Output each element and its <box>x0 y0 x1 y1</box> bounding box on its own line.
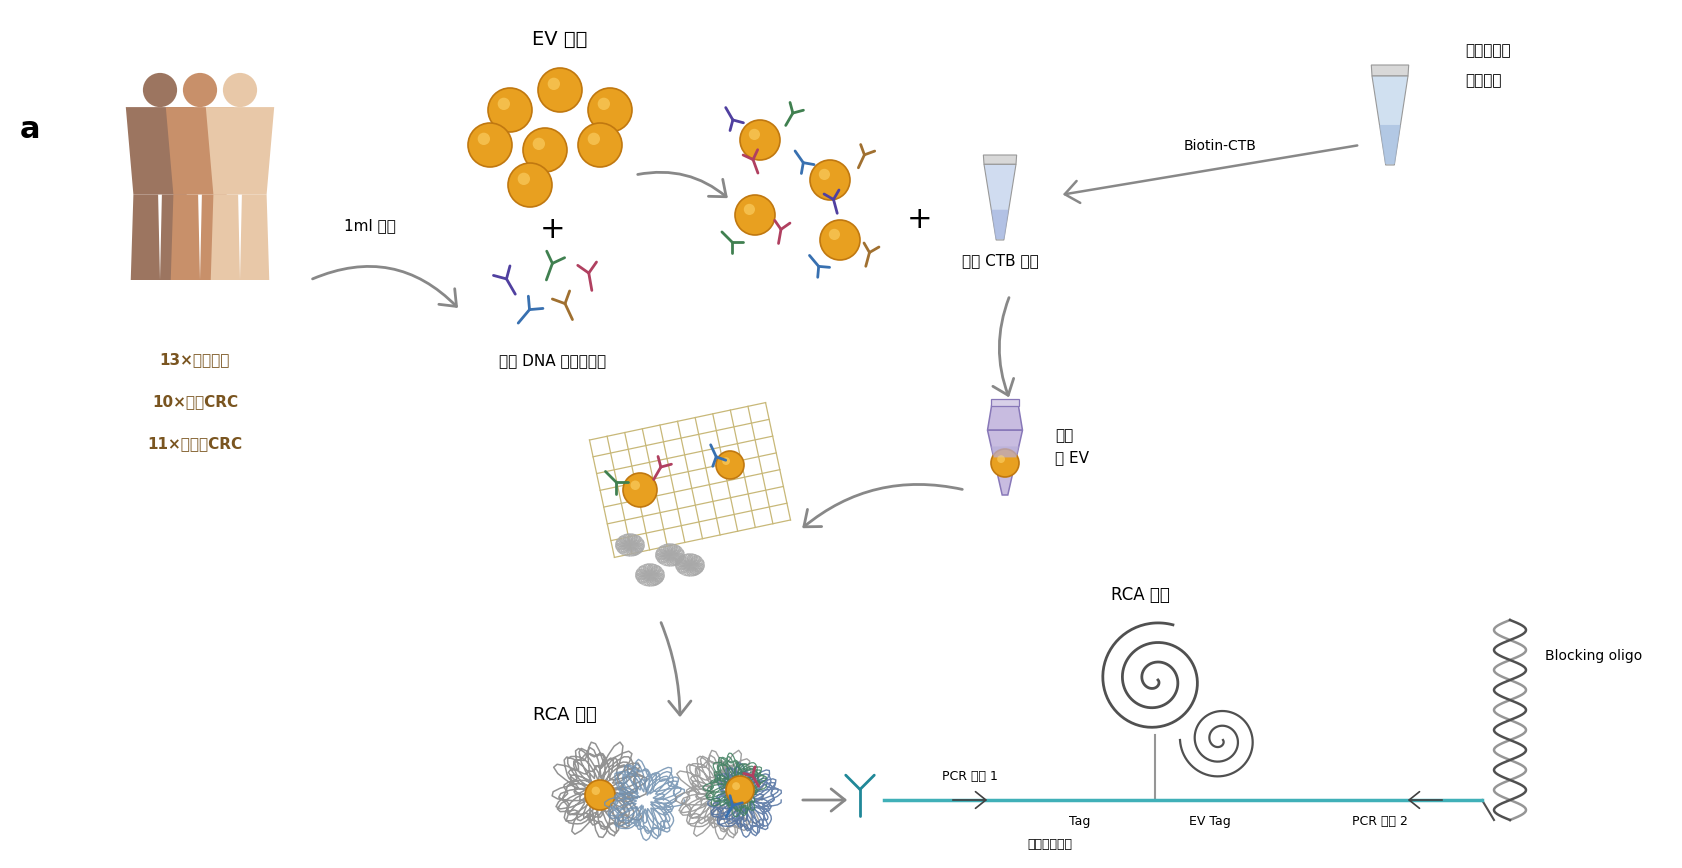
Polygon shape <box>205 107 274 194</box>
Text: RCA 产物: RCA 产物 <box>1110 586 1169 604</box>
Text: +: + <box>540 215 565 245</box>
Circle shape <box>743 204 755 215</box>
Circle shape <box>224 73 257 107</box>
Circle shape <box>811 160 849 200</box>
Text: 13×健康对照: 13×健康对照 <box>160 352 230 367</box>
Polygon shape <box>984 164 1016 240</box>
Circle shape <box>587 133 600 145</box>
Circle shape <box>143 73 177 107</box>
Polygon shape <box>1371 65 1410 76</box>
Polygon shape <box>987 431 1023 495</box>
Text: 10×原发CRC: 10×原发CRC <box>151 394 239 410</box>
Text: 1ml 血清: 1ml 血清 <box>345 218 395 233</box>
Polygon shape <box>167 107 234 194</box>
Circle shape <box>548 77 560 90</box>
Bar <box>991 399 1019 406</box>
Polygon shape <box>241 194 269 280</box>
Text: 捕获: 捕获 <box>1055 428 1073 443</box>
Circle shape <box>819 168 829 180</box>
Text: 带有 DNA 标签的抗体: 带有 DNA 标签的抗体 <box>500 353 607 368</box>
Polygon shape <box>987 405 1023 431</box>
Polygon shape <box>1373 76 1408 165</box>
Polygon shape <box>131 194 160 280</box>
Circle shape <box>821 220 860 260</box>
Text: 的 EV: 的 EV <box>1055 450 1088 465</box>
Circle shape <box>523 128 567 172</box>
Circle shape <box>740 120 780 160</box>
Text: Blocking oligo: Blocking oligo <box>1546 649 1642 663</box>
Polygon shape <box>1379 125 1401 164</box>
Polygon shape <box>200 194 229 280</box>
Circle shape <box>735 195 775 235</box>
Circle shape <box>478 133 489 145</box>
Circle shape <box>748 128 760 140</box>
Circle shape <box>631 481 639 490</box>
Text: Tag: Tag <box>1070 815 1090 828</box>
Circle shape <box>518 173 530 185</box>
Circle shape <box>722 457 730 465</box>
Text: PCR 引物 1: PCR 引物 1 <box>942 770 997 783</box>
Circle shape <box>732 782 740 790</box>
Circle shape <box>488 88 532 132</box>
Polygon shape <box>172 194 200 280</box>
Circle shape <box>991 449 1019 477</box>
Polygon shape <box>126 107 193 194</box>
Circle shape <box>538 68 582 112</box>
Circle shape <box>533 138 545 150</box>
Circle shape <box>597 98 611 110</box>
Text: 和素的孔: 和素的孔 <box>1465 73 1502 88</box>
Polygon shape <box>210 194 241 280</box>
Polygon shape <box>991 210 1009 239</box>
Polygon shape <box>984 155 1016 164</box>
Text: a: a <box>20 115 40 144</box>
Text: RCA 产物: RCA 产物 <box>533 706 597 724</box>
Circle shape <box>508 163 552 207</box>
Circle shape <box>829 229 839 240</box>
Circle shape <box>717 451 743 479</box>
Circle shape <box>468 123 511 167</box>
Polygon shape <box>991 446 1019 457</box>
Text: +: + <box>907 206 934 234</box>
Polygon shape <box>160 194 190 280</box>
Circle shape <box>589 88 632 132</box>
Text: EV 样品: EV 样品 <box>532 30 587 49</box>
Circle shape <box>498 98 510 110</box>
Text: PCR 引物 2: PCR 引物 2 <box>1352 815 1408 828</box>
Circle shape <box>592 786 600 795</box>
Text: EV Tag: EV Tag <box>1189 815 1231 828</box>
Circle shape <box>622 473 658 507</box>
Circle shape <box>183 73 217 107</box>
Text: 涂有 CTB 的孔: 涂有 CTB 的孔 <box>962 253 1038 268</box>
Circle shape <box>585 780 616 810</box>
Text: 涂有链霉亲: 涂有链霉亲 <box>1465 43 1510 58</box>
Text: 蛋白标签分子: 蛋白标签分子 <box>1028 838 1073 851</box>
Circle shape <box>727 776 754 804</box>
Circle shape <box>997 455 1006 463</box>
Circle shape <box>579 123 622 167</box>
Text: Biotin-CTB: Biotin-CTB <box>1184 139 1256 153</box>
Text: 11×肝转移CRC: 11×肝转移CRC <box>148 437 242 451</box>
